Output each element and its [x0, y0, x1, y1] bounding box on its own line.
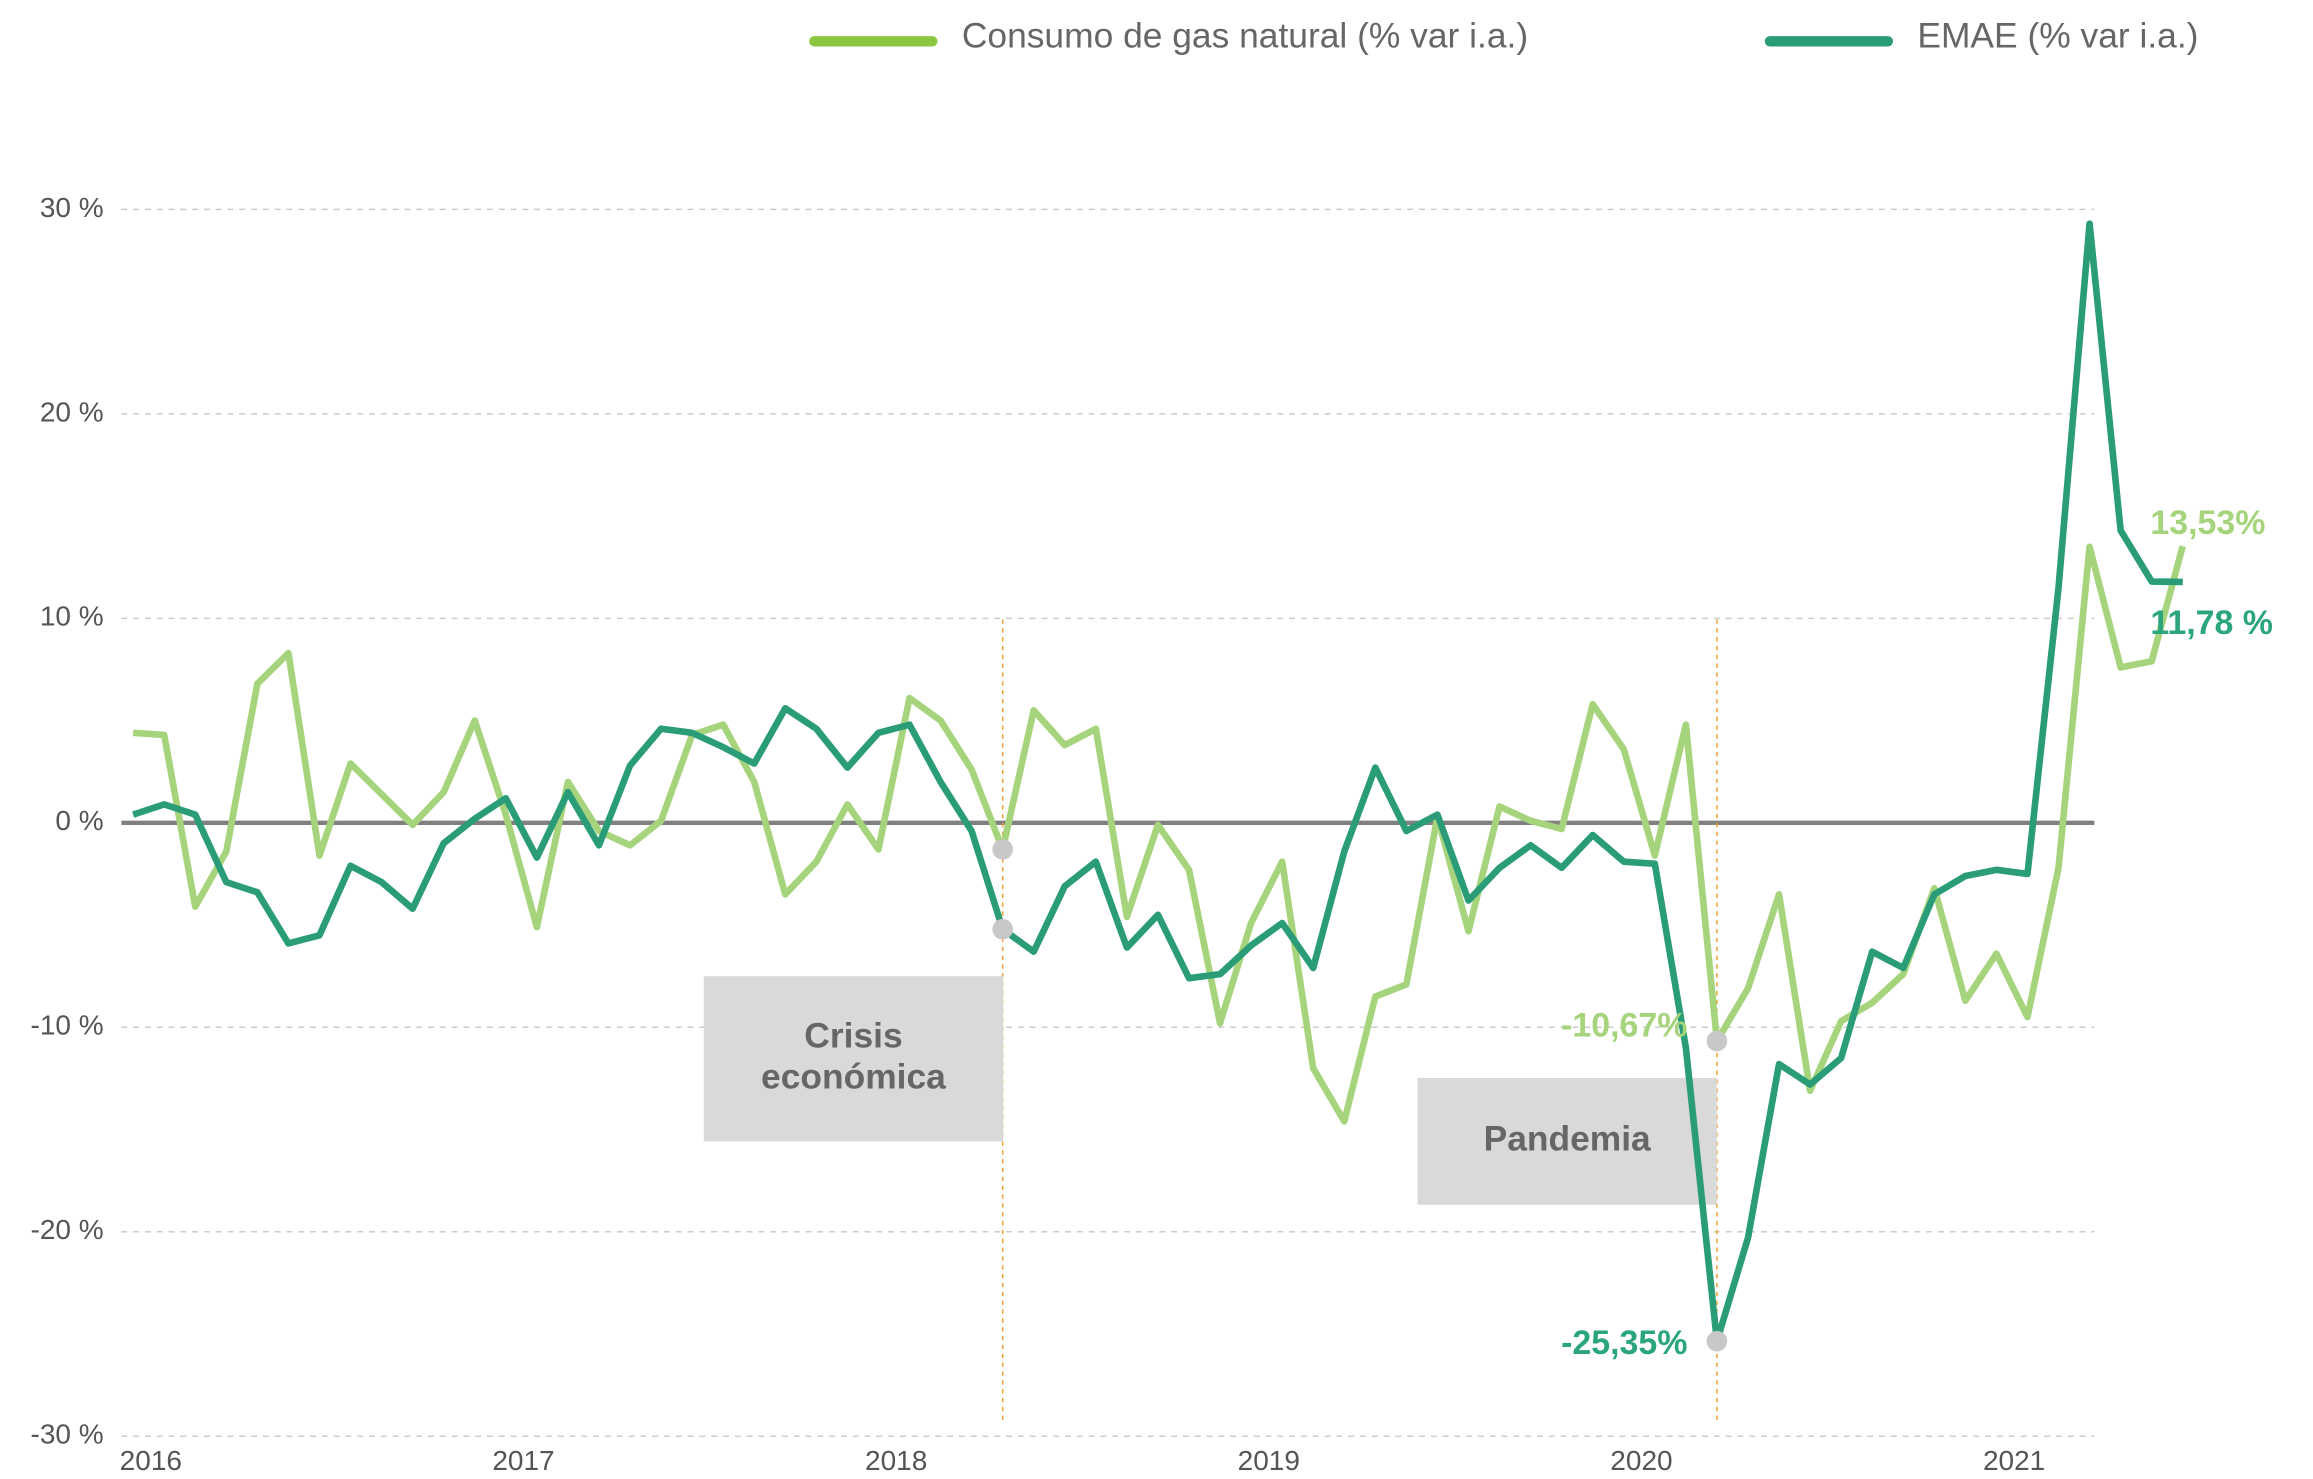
x-tick-label: 2016	[120, 1445, 182, 1476]
annotation-box	[1417, 1077, 1717, 1205]
x-tick-label: 2021	[1983, 1445, 2045, 1476]
annotation-text: económica	[761, 1058, 946, 1097]
series-line	[132, 543, 2186, 1125]
highlight-dot	[1706, 1030, 1728, 1052]
x-tick-label: 2019	[1238, 1445, 1300, 1476]
y-tick-label: -30 %	[30, 1419, 103, 1450]
series-line	[132, 220, 2183, 1345]
value-label: 13,53%	[2150, 504, 2265, 542]
value-label: -10,67%	[1561, 1007, 1687, 1045]
annotation-text: Pandemia	[1484, 1120, 1651, 1159]
y-tick-label: -10 %	[30, 1010, 103, 1041]
annotation-box	[703, 976, 1004, 1142]
y-tick-label: 0 %	[55, 805, 103, 836]
legend-label: Consumo de gas natural (% var i.a.)	[962, 17, 1528, 56]
legend-label: EMAE (% var i.a.)	[1917, 17, 2198, 56]
y-tick-label: 10 %	[40, 601, 104, 632]
x-tick-label: 2018	[865, 1445, 927, 1476]
value-label: -25,35%	[1561, 1324, 1687, 1362]
x-tick-label: 2017	[492, 1445, 554, 1476]
y-tick-label: 20 %	[40, 396, 104, 427]
highlight-dot	[992, 918, 1013, 940]
annotation-text: Crisis	[804, 1016, 902, 1055]
highlight-dot	[1706, 1330, 1728, 1352]
y-tick-label: -20 %	[30, 1214, 103, 1245]
x-tick-label: 2020	[1610, 1445, 1672, 1476]
y-tick-label: 30 %	[40, 192, 104, 223]
value-label: 11,78 %	[2150, 604, 2273, 642]
highlight-dot	[992, 839, 1013, 860]
